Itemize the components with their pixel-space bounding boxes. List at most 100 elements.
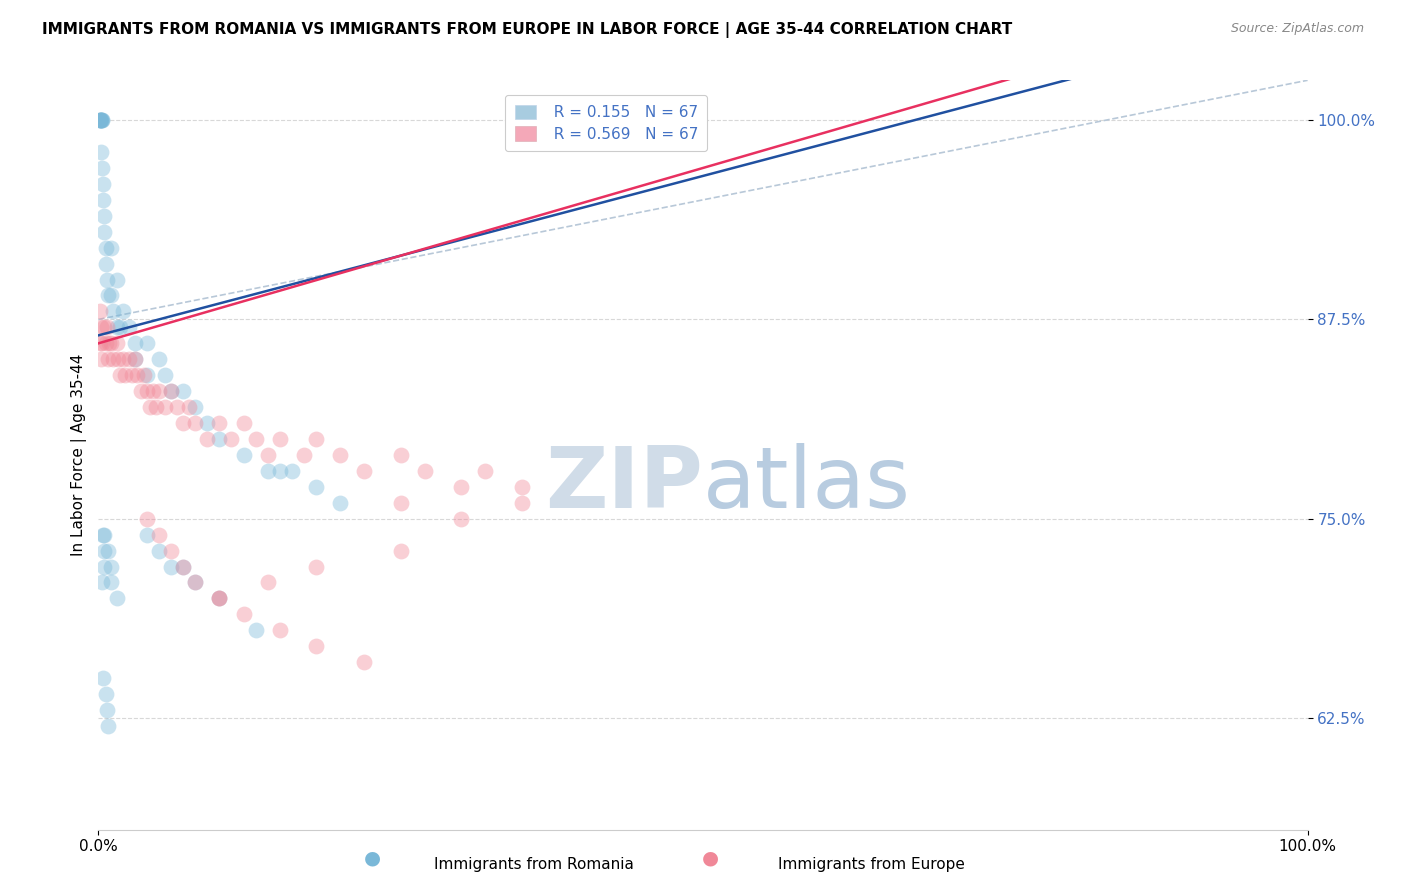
Point bbox=[96, 703, 118, 717]
Point bbox=[179, 400, 201, 414]
Point bbox=[208, 416, 231, 430]
Point bbox=[389, 448, 412, 462]
Point bbox=[108, 368, 131, 383]
Point bbox=[139, 400, 162, 414]
Point bbox=[91, 113, 114, 128]
Point bbox=[129, 384, 152, 399]
Point bbox=[269, 432, 291, 446]
Point bbox=[91, 527, 114, 541]
Point bbox=[292, 448, 315, 462]
Point bbox=[184, 575, 207, 590]
Point bbox=[510, 496, 533, 510]
Point bbox=[172, 416, 194, 430]
Point bbox=[89, 113, 111, 128]
Point bbox=[208, 432, 231, 446]
Point bbox=[353, 464, 375, 478]
Point bbox=[145, 400, 167, 414]
Point bbox=[91, 575, 114, 590]
Point bbox=[148, 543, 170, 558]
Point bbox=[100, 575, 122, 590]
Point bbox=[97, 719, 120, 733]
Point bbox=[474, 464, 496, 478]
Point bbox=[90, 145, 112, 159]
Point bbox=[105, 591, 128, 606]
Point bbox=[208, 591, 231, 606]
Point bbox=[91, 193, 114, 207]
Point bbox=[90, 320, 112, 334]
Point bbox=[89, 113, 111, 128]
Text: ZIP: ZIP bbox=[546, 443, 703, 526]
Point bbox=[90, 352, 112, 367]
Point bbox=[148, 527, 170, 541]
Point bbox=[450, 511, 472, 525]
Point bbox=[90, 113, 112, 128]
Point bbox=[100, 241, 122, 255]
Point bbox=[100, 288, 122, 302]
Point bbox=[166, 400, 188, 414]
Point bbox=[184, 416, 207, 430]
Point bbox=[96, 272, 118, 286]
Point bbox=[91, 113, 114, 128]
Point bbox=[108, 320, 131, 334]
Point bbox=[93, 559, 115, 574]
Point bbox=[510, 480, 533, 494]
Point bbox=[160, 543, 183, 558]
Point bbox=[97, 543, 120, 558]
Point bbox=[153, 368, 176, 383]
Point bbox=[329, 448, 352, 462]
Point bbox=[97, 288, 120, 302]
Point bbox=[281, 464, 304, 478]
Point bbox=[184, 400, 207, 414]
Point bbox=[389, 543, 412, 558]
Point bbox=[97, 352, 120, 367]
Point bbox=[413, 464, 436, 478]
Point bbox=[305, 432, 328, 446]
Point bbox=[94, 241, 117, 255]
Y-axis label: In Labor Force | Age 35-44: In Labor Force | Age 35-44 bbox=[72, 354, 87, 556]
Point bbox=[93, 320, 115, 334]
Point bbox=[195, 432, 218, 446]
Point bbox=[305, 480, 328, 494]
Point bbox=[450, 480, 472, 494]
Point bbox=[208, 591, 231, 606]
Point bbox=[135, 368, 157, 383]
Point bbox=[94, 257, 117, 271]
Point bbox=[389, 496, 412, 510]
Point bbox=[269, 624, 291, 638]
Point bbox=[96, 320, 118, 334]
Point bbox=[124, 336, 146, 351]
Point bbox=[90, 113, 112, 128]
Text: Source: ZipAtlas.com: Source: ZipAtlas.com bbox=[1230, 22, 1364, 36]
Point bbox=[127, 368, 149, 383]
Point bbox=[89, 304, 111, 318]
Point bbox=[172, 559, 194, 574]
Point bbox=[105, 272, 128, 286]
Point bbox=[101, 304, 124, 318]
Point bbox=[89, 113, 111, 128]
Point bbox=[91, 336, 114, 351]
Point bbox=[124, 352, 146, 367]
Point bbox=[98, 336, 121, 351]
Point bbox=[135, 511, 157, 525]
Point bbox=[256, 448, 278, 462]
Point bbox=[269, 464, 291, 478]
Text: atlas: atlas bbox=[703, 443, 911, 526]
Point bbox=[93, 225, 115, 239]
Point bbox=[256, 464, 278, 478]
Point bbox=[172, 384, 194, 399]
Point bbox=[160, 384, 183, 399]
Point bbox=[195, 416, 218, 430]
Point bbox=[208, 591, 231, 606]
Point bbox=[89, 336, 111, 351]
Point bbox=[111, 304, 134, 318]
Point bbox=[93, 543, 115, 558]
Point bbox=[142, 384, 165, 399]
Point bbox=[221, 432, 243, 446]
Point bbox=[101, 352, 124, 367]
Point bbox=[90, 113, 112, 128]
Point bbox=[105, 336, 128, 351]
Text: ●: ● bbox=[702, 848, 718, 867]
Point bbox=[353, 655, 375, 669]
Point bbox=[232, 448, 254, 462]
Point bbox=[93, 527, 115, 541]
